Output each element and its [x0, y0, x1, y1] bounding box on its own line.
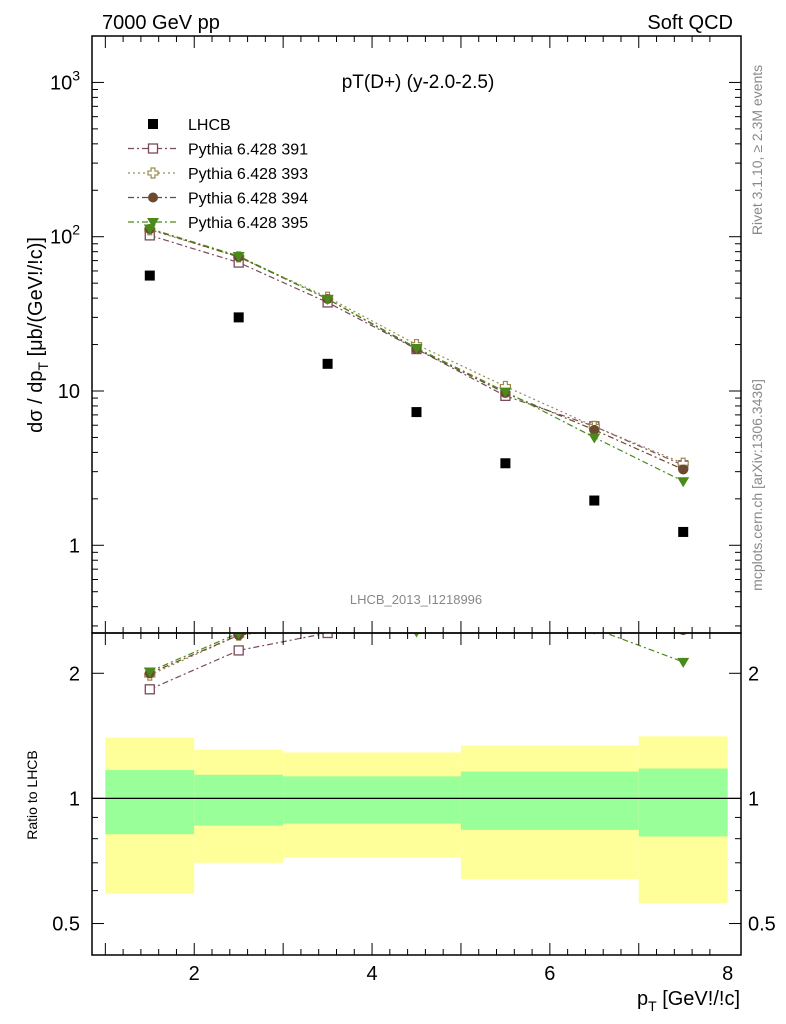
ratio-ylabel: Ratio to LHCB	[24, 750, 40, 839]
ratio-series-line-2	[150, 608, 683, 673]
main-plot-area	[144, 224, 689, 537]
main-point-s3-5	[589, 425, 599, 435]
legend-marker-3	[148, 193, 158, 203]
legend-label-3: Pythia 6.428 394	[188, 191, 308, 208]
ratio-bands	[92, 736, 741, 903]
main-ytick-label-0: 1	[69, 535, 80, 557]
ratio-xtick-label-0: 2	[189, 963, 200, 985]
ratio-point-s1-2	[323, 614, 333, 624]
legend-entry-0: LHCB	[148, 117, 231, 134]
chart-figure: 7000 GeV pp Soft QCD 1 10 102 103 pT(D+) (y…	[0, 0, 786, 1024]
ratio-ytick-label-right-2: 2	[748, 663, 759, 685]
ratio-point-s2-5	[589, 603, 599, 613]
ratio-point-s3-6	[677, 658, 689, 668]
header-energy: 7000 GeV pp	[102, 12, 220, 34]
ratio-stat-band-3	[461, 772, 639, 830]
ratio-ytick-label-left-1: 1	[69, 788, 80, 810]
legend-marker-2	[148, 168, 158, 178]
legend: LHCB Pythia 6.428 391 Pythia 6.428 393 Pyth…	[128, 117, 308, 232]
main-point-s0-5	[589, 496, 599, 506]
ratio-xtick-label-3: 8	[722, 963, 733, 985]
ratio-point-s1-4	[500, 586, 510, 596]
legend-label-0: LHCB	[188, 117, 231, 134]
ratio-point-s3-2	[322, 620, 334, 630]
main-point-s0-0	[145, 271, 155, 281]
ratio-stat-band-4	[639, 769, 728, 837]
main-title: pT(D+) (y-2.0-2.5)	[342, 72, 495, 93]
main-point-s0-3	[412, 407, 422, 417]
ratio-xtick-label-1: 4	[366, 963, 377, 985]
ratio-point-s3-4	[499, 602, 511, 612]
main-point-s0-4	[500, 458, 510, 468]
main-point-s4-6	[677, 477, 689, 487]
ratio-ytick-label-right-0: 0.5	[748, 914, 776, 936]
rivet-note: Rivet 3.1.10, ≥ 2.3M events	[749, 65, 765, 235]
ratio-stat-band-1	[194, 775, 283, 826]
legend-entry-3: Pythia 6.428 394	[128, 191, 308, 208]
mcplots-note: mcplots.cern.ch [arXiv:1306.3436]	[749, 379, 765, 591]
ratio-point-s2-2	[323, 619, 333, 629]
header-process: Soft QCD	[647, 12, 733, 34]
ratio-point-s0-1	[234, 646, 243, 655]
main-point-s3-6	[678, 464, 688, 474]
main-point-s0-2	[323, 359, 333, 369]
ratio-point-s1-5	[589, 593, 599, 603]
ratio-point-s0-6	[679, 615, 688, 624]
ratio-point-s0-3	[412, 624, 421, 633]
ratio-xtick-label-2: 6	[544, 963, 555, 985]
main-ytick-label-3: 103	[50, 67, 80, 94]
ratio-xlabel: pT [GeV!/!c]	[637, 988, 740, 1014]
legend-label-1: Pythia 6.428 391	[188, 142, 308, 159]
main-point-s4-5	[588, 433, 600, 443]
ratio-panel: 0.5 0.5 1 1 2 2 2 4 6 8 Ratio to LHCB pT [GeV!/!c…	[24, 586, 776, 1014]
ratio-ytick-label-right-1: 1	[748, 788, 759, 810]
ratio-point-s2-4	[500, 604, 510, 614]
main-panel: 1 10 102 103 pT(D+) (y-2.0-2.5) LHCB_2013_I…	[25, 36, 741, 633]
legend-marker-1	[149, 144, 158, 153]
legend-entry-1: Pythia 6.428 391	[128, 142, 308, 159]
main-ytick-label-1: 10	[58, 381, 80, 403]
legend-label-2: Pythia 6.428 393	[188, 166, 308, 183]
ratio-stat-band-0	[105, 770, 194, 834]
ratio-ytick-label-left-2: 2	[69, 663, 80, 685]
main-point-s0-1	[234, 312, 244, 322]
ratio-point-s2-3	[412, 624, 422, 634]
ratio-point-s0-0	[145, 685, 154, 694]
main-ylabel: dσ / dpT [μb/(GeV!/!c)]	[25, 237, 51, 433]
legend-label-4: Pythia 6.428 395	[188, 215, 308, 232]
legend-marker-0	[148, 119, 158, 129]
main-series-line-4	[150, 229, 683, 482]
main-title-text: pT(D+) (y-2.0-2.5)	[342, 72, 495, 93]
ratio-point-s1-6	[678, 608, 688, 618]
ratio-series-line-0	[150, 598, 683, 689]
analysis-id: LHCB_2013_I1218996	[350, 592, 482, 607]
main-point-s0-6	[678, 527, 688, 537]
ratio-point-s0-5	[590, 594, 599, 603]
main-ytick-label-2: 102	[50, 222, 80, 249]
ratio-ytick-label-left-0: 0.5	[52, 914, 80, 936]
ratio-stat-band-2	[283, 776, 461, 823]
legend-entry-2: Pythia 6.428 393	[128, 166, 308, 183]
ratio-point-s1-3	[412, 611, 422, 621]
ratio-point-s0-4	[501, 612, 510, 621]
